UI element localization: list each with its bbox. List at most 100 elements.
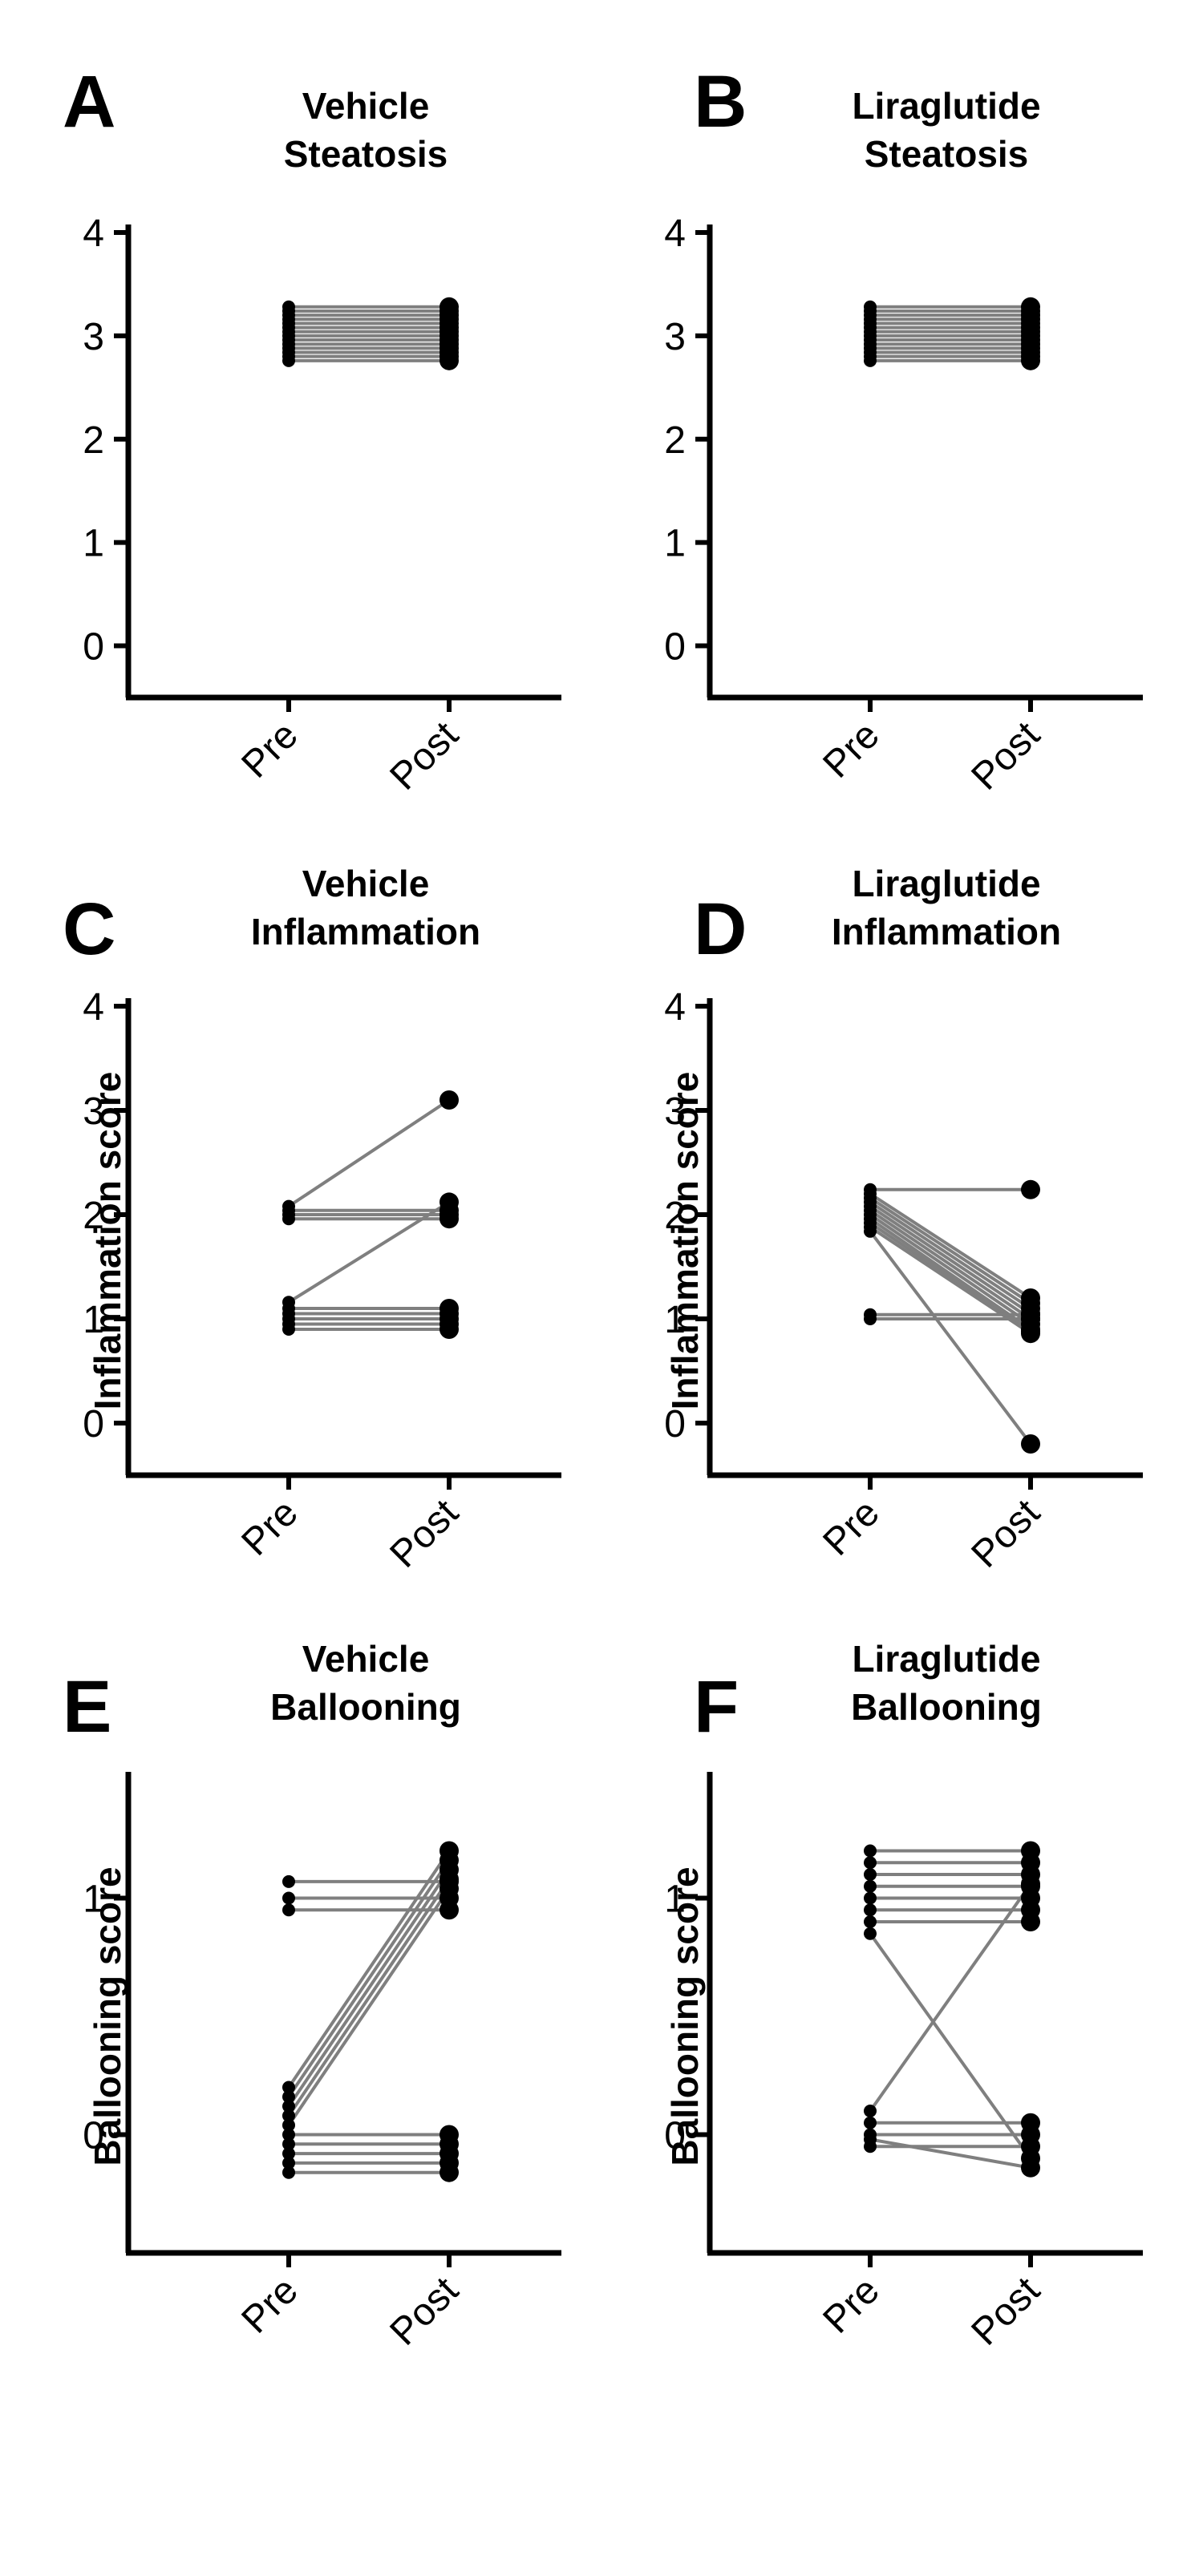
y-tick-label: 0 (83, 2115, 104, 2157)
y-tick-label: 1 (664, 523, 686, 565)
y-axis-title: Inflammation score (87, 1072, 128, 1410)
subject-pair-line (869, 1204, 1032, 1316)
pre-point (282, 2090, 295, 2104)
y-tick-label: 2 (83, 419, 104, 462)
x-tick-label-pre: Pre (815, 1491, 887, 1563)
panel-title-line2: Steatosis (284, 133, 448, 175)
panel-a: A Vehicle Steatosis Pre Post 0 1 2 3 4 (63, 61, 561, 799)
panel-letter: E (63, 1666, 111, 1748)
pre-point (864, 2116, 877, 2129)
subject-pair-line (869, 1217, 1032, 1331)
panel-letter: D (694, 888, 747, 970)
pre-point (282, 1891, 295, 1905)
subject-pair-line (869, 1932, 1032, 2160)
pre-point (282, 2166, 295, 2179)
y-tick-label: 3 (664, 316, 686, 358)
panel-title-line1: Vehicle (302, 1638, 430, 1680)
subject-pair-line (869, 1209, 1032, 1320)
post-point (439, 1878, 459, 1899)
x-tick-label-pre: Pre (233, 1491, 306, 1563)
x-tick-label-post: Post (963, 714, 1047, 798)
y-tick-label: 3 (83, 316, 104, 358)
pre-point (864, 1927, 877, 1940)
subject-pair-line (869, 1196, 1032, 1305)
pre-point (282, 2137, 295, 2151)
panel-title-line2: Steatosis (865, 133, 1029, 175)
plot-area-d: 0 1 2 3 4 (664, 986, 1143, 1490)
panel-title-line2: Inflammation (251, 911, 480, 952)
pre-point (864, 1312, 877, 1325)
y-tick-label: 3 (664, 1090, 686, 1133)
y-tick-label: 4 (664, 986, 686, 1029)
y-tick-label: 3 (83, 1090, 104, 1133)
y-tick-label: 1 (83, 1299, 104, 1341)
pre-point (282, 2100, 295, 2113)
y-tick-label: 0 (664, 626, 686, 669)
post-point (1021, 2137, 1040, 2157)
post-point (1021, 1874, 1040, 1894)
subject-pair-line (287, 1887, 451, 2126)
pre-point (282, 1212, 295, 1226)
post-point (1021, 297, 1040, 317)
pre-point (864, 1891, 877, 1905)
post-point (1021, 1324, 1040, 1344)
plot-area-e: 01 (83, 1772, 561, 2267)
x-tick-label-post: Post (963, 1491, 1047, 1575)
pre-point (864, 1224, 877, 1238)
y-tick-label: 0 (83, 1403, 104, 1446)
panel-letter: F (694, 1666, 739, 1748)
x-tick-label-pre: Pre (815, 2269, 887, 2341)
pre-point (864, 1879, 877, 1893)
panel-title-line2: Inflammation (832, 911, 1061, 952)
y-tick-label: 2 (83, 1195, 104, 1237)
panel-e: E Vehicle Ballooning Ballooning score Pr… (63, 1638, 561, 2354)
plot-area-c: 0 1 2 3 4 (83, 986, 561, 1490)
pre-point (864, 1915, 877, 1928)
x-tick-label-post: Post (382, 714, 466, 798)
pre-point (282, 300, 295, 313)
pre-point (864, 1868, 877, 1881)
subject-pair-line (287, 1878, 451, 2117)
panel-d: D Liraglutide Inflammation Inflammation … (664, 863, 1143, 1576)
panel-f: F Liraglutide Ballooning Ballooning scor… (664, 1638, 1143, 2354)
pre-point (864, 2105, 877, 2117)
pre-point (864, 1903, 877, 1917)
post-point (439, 1090, 459, 1110)
panel-c: C Vehicle Inflammation Inflammation scor… (63, 863, 561, 1576)
pre-point (864, 1856, 877, 1870)
pre-point (282, 2156, 295, 2170)
pre-point (282, 2128, 295, 2141)
subject-pair-line (869, 1882, 1032, 2113)
panel-title-line1: Liraglutide (852, 85, 1040, 127)
y-axis-title: Ballooning score (664, 1866, 706, 2166)
panel-title-line1: Liraglutide (852, 863, 1040, 904)
plot-area-b: 0 1 2 3 4 (664, 212, 1143, 712)
pre-point (282, 1323, 295, 1336)
panel-letter: B (694, 61, 747, 143)
y-tick-label: 4 (83, 986, 104, 1029)
y-tick-label: 0 (664, 1403, 686, 1446)
post-point (439, 1209, 459, 1229)
pre-point (282, 2081, 295, 2094)
panel-letter: C (63, 888, 115, 970)
plot-area-a: 0 1 2 3 4 (83, 212, 561, 712)
y-tick-label: 2 (664, 1195, 686, 1237)
subject-pair-line (869, 2137, 1031, 2170)
post-point (1021, 2157, 1040, 2178)
panel-title-line1: Vehicle (302, 863, 430, 904)
post-point (439, 1320, 459, 1339)
subject-pair-line (869, 1192, 1032, 1300)
subject-pair-line (287, 1098, 451, 1208)
pre-point (864, 2133, 877, 2146)
post-point (439, 297, 459, 317)
y-axis-title: Ballooning score (87, 1866, 128, 2166)
panel-title-line1: Vehicle (302, 85, 430, 127)
y-tick-label: 0 (83, 626, 104, 669)
subject-pair-line (287, 1850, 451, 2089)
x-tick-label-pre: Pre (815, 714, 887, 786)
y-tick-label: 4 (83, 212, 104, 255)
post-point (1021, 1309, 1040, 1328)
post-point (439, 2162, 459, 2182)
y-tick-label: 1 (83, 523, 104, 565)
y-tick-label: 1 (83, 1878, 104, 1921)
